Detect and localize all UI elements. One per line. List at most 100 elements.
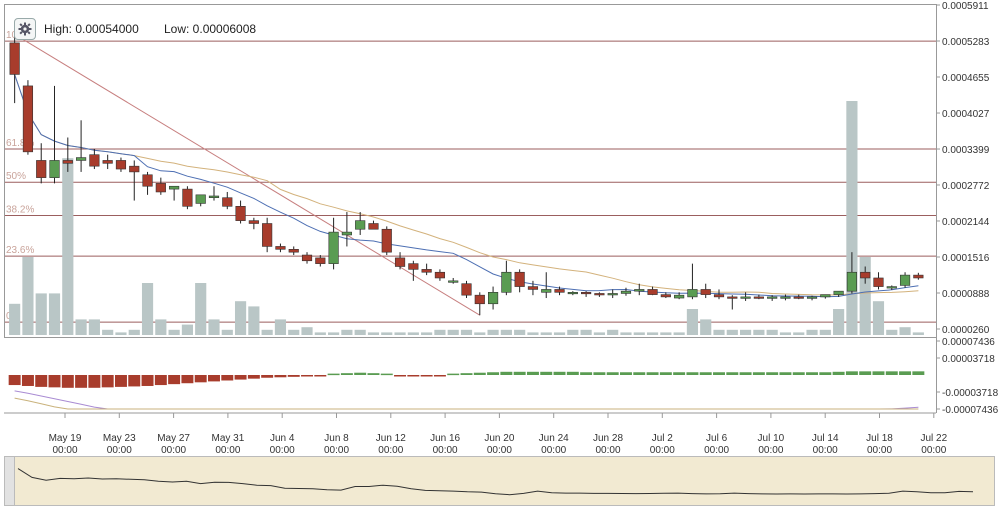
volume-bar — [633, 332, 645, 335]
macd-histogram-bar — [566, 371, 579, 375]
candle-body — [554, 289, 565, 293]
macd-histogram-bar — [327, 373, 340, 376]
navigator-left-handle — [4, 456, 15, 506]
volume-bar — [381, 332, 393, 335]
x-tick-date: Jul 10 — [758, 433, 785, 444]
volume-bar — [527, 332, 539, 335]
high-label: High: 0.00054000 — [44, 22, 139, 36]
x-tick-time: 00:00 — [595, 445, 620, 456]
low-label: Low: 0.00006008 — [164, 22, 257, 36]
candle-body — [248, 220, 259, 224]
macd-histogram-bar — [686, 372, 699, 375]
volume-bar — [500, 329, 512, 335]
x-tick-date: May 27 — [157, 433, 190, 444]
volume-bar — [686, 309, 699, 335]
volume-bar — [88, 319, 100, 335]
macd-histogram-bar — [433, 375, 446, 377]
volume-bar — [593, 332, 605, 335]
candle-body — [301, 254, 313, 262]
macd-histogram-bar — [500, 371, 513, 375]
volume-bar — [766, 329, 778, 335]
candle-body — [155, 183, 166, 193]
candle-body — [222, 197, 233, 207]
sma-slow-line — [14, 74, 919, 296]
volume-bar — [580, 329, 592, 335]
candle-body — [873, 277, 884, 287]
x-tick-time: 00:00 — [324, 445, 349, 456]
candle-body — [634, 289, 645, 292]
fib-label: 61.8% — [6, 138, 34, 149]
candle-body — [674, 294, 685, 299]
candle-body — [846, 271, 857, 292]
macd-histogram-bar — [314, 375, 327, 377]
volume-bar — [660, 332, 672, 335]
candle-body — [740, 296, 751, 299]
volume-bar — [354, 329, 366, 335]
x-tick-time: 00:00 — [378, 445, 403, 456]
y-tick-label: 0.0002144 — [942, 217, 990, 228]
macd-histogram-bar — [301, 375, 314, 377]
macd-histogram-bar — [885, 371, 898, 375]
x-tick-date: Jul 2 — [652, 433, 674, 444]
volume-bar — [248, 306, 260, 335]
x-tick-time: 00:00 — [161, 445, 186, 456]
macd-histogram-bar — [460, 373, 473, 375]
volume-bar — [779, 332, 792, 335]
macd-tick-label: -0.00007436 — [942, 405, 999, 416]
candle-body — [727, 296, 738, 299]
macd-histogram-bar — [247, 375, 260, 379]
volume-bar — [912, 332, 924, 335]
volume-bar — [607, 329, 619, 335]
candle-body — [102, 160, 113, 164]
macd-tick-label: 0.00003718 — [942, 354, 995, 365]
candle-body — [806, 296, 818, 299]
x-tick-time: 00:00 — [107, 445, 132, 456]
candle-body — [793, 296, 804, 299]
volume-bar — [421, 332, 433, 335]
macd-histogram-bar — [752, 372, 765, 375]
macd-histogram-bar — [699, 372, 712, 375]
candle-body — [541, 289, 552, 293]
settings-button[interactable] — [14, 18, 36, 40]
x-tick-date: Jun 16 — [430, 433, 460, 444]
volume-bar — [168, 329, 180, 335]
macd-histogram-bar — [606, 372, 619, 375]
macd-histogram-bar — [194, 375, 207, 383]
candle-body — [527, 286, 539, 290]
macd-histogram-bar — [487, 372, 500, 375]
candle-body — [448, 280, 459, 283]
macd-histogram-bar — [354, 372, 367, 375]
volume-bar — [846, 101, 858, 335]
candle-body — [833, 290, 844, 295]
macd-histogram-bar — [21, 375, 34, 386]
x-tick-time: 00:00 — [541, 445, 566, 456]
candle-body — [594, 293, 605, 296]
volume-bar — [567, 329, 579, 335]
macd-histogram-bar — [88, 375, 101, 388]
macd-histogram-bar — [287, 375, 300, 377]
macd-histogram-bar — [646, 372, 659, 375]
macd-histogram-bar — [713, 372, 725, 375]
volume-bar — [646, 332, 659, 335]
y-tick-label: 0.0005283 — [942, 37, 990, 48]
volume-bar — [793, 332, 805, 335]
x-tick-time: 00:00 — [813, 445, 838, 456]
volume-bar — [328, 332, 340, 335]
volume-bar — [726, 329, 738, 335]
candle-body — [76, 157, 87, 161]
volume-bar — [208, 319, 220, 335]
volume-bar — [819, 329, 831, 335]
candle-body — [767, 296, 778, 299]
candle-body — [899, 274, 911, 286]
candle-body — [341, 231, 352, 236]
x-tick-date: Jun 8 — [324, 433, 349, 444]
candle-body — [22, 85, 34, 153]
volume-bar — [341, 329, 353, 335]
candle-body — [89, 154, 100, 167]
macd-histogram-bar — [726, 372, 739, 375]
volume-bar — [367, 332, 380, 335]
x-tick-time: 00:00 — [758, 445, 783, 456]
macd-histogram-bar — [859, 371, 872, 375]
y-tick-label: 0.0004655 — [942, 73, 990, 84]
macd-histogram-bar — [407, 375, 420, 377]
